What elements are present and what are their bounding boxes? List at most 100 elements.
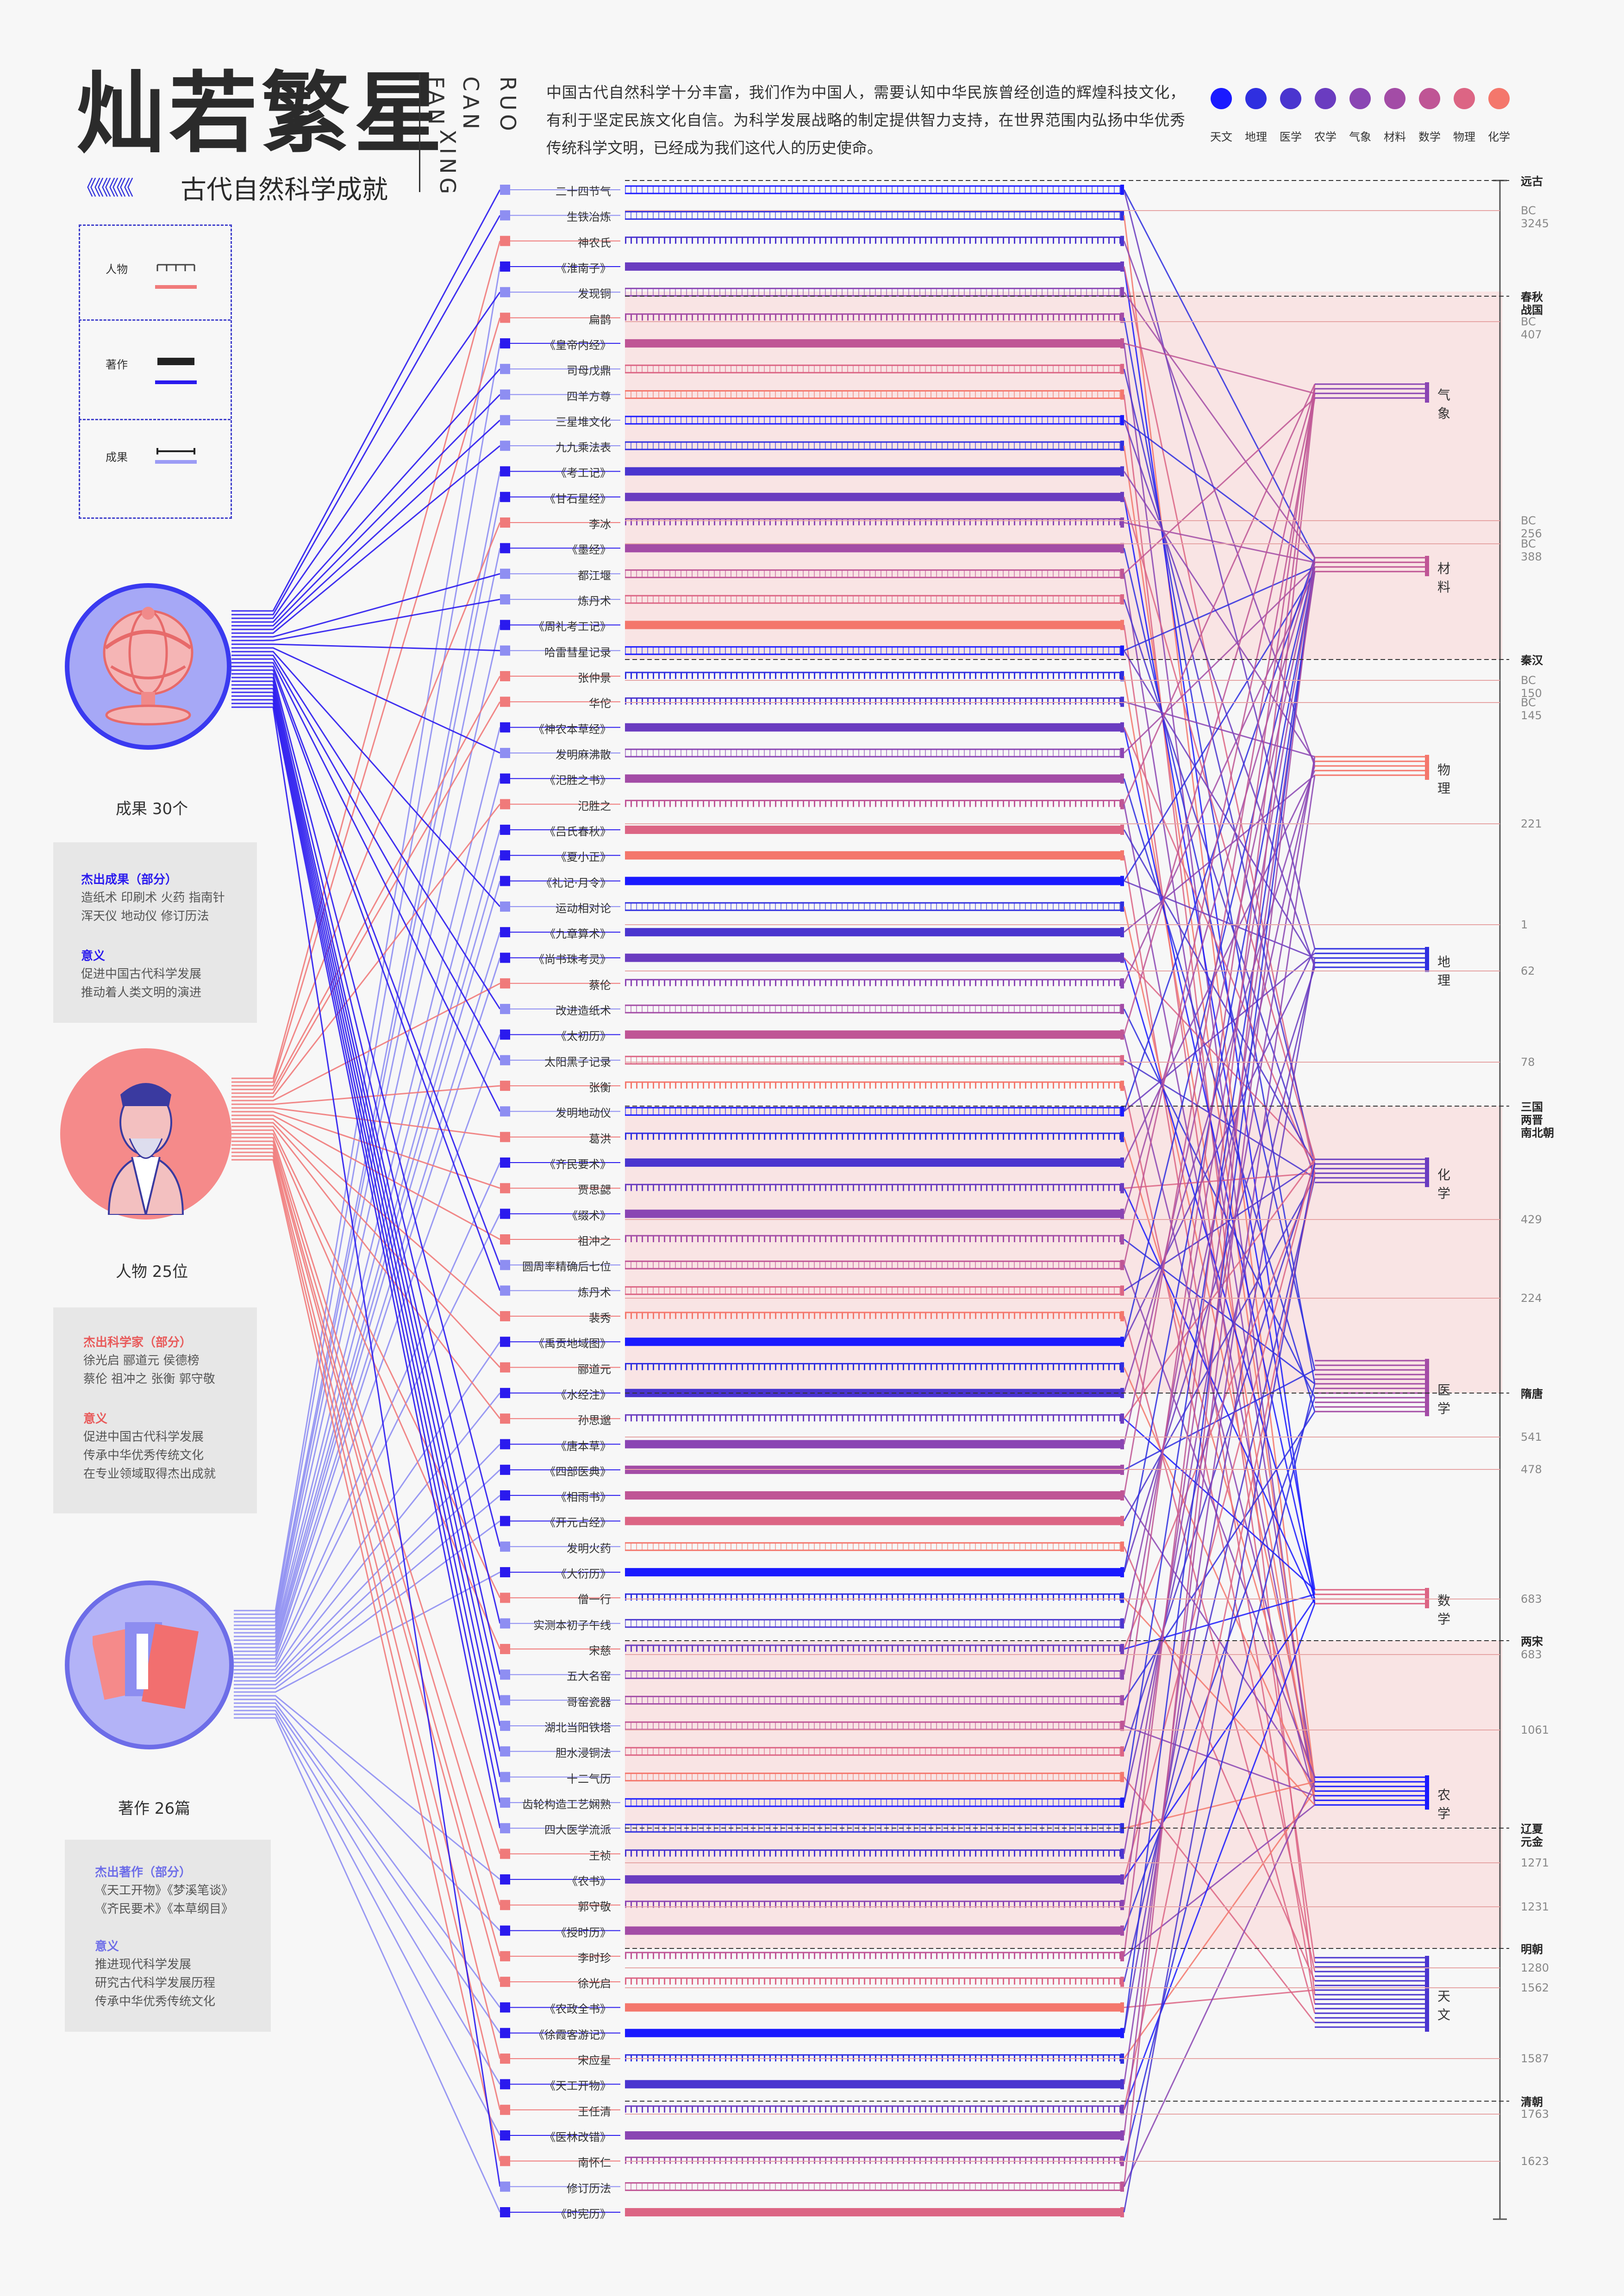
row-link-line	[234, 1699, 501, 1931]
row-label: 葛洪	[589, 1132, 611, 1145]
row-marker	[500, 901, 510, 912]
row-link-line	[231, 701, 501, 1094]
achievements-meaning-heading: 意义	[81, 949, 106, 963]
row-label: 炼丹术	[578, 1286, 611, 1299]
row-bar-end	[1120, 389, 1124, 400]
row-marker	[500, 1208, 510, 1219]
row-link-line	[231, 394, 501, 627]
row-marker	[500, 2156, 510, 2166]
row-label: 孙思邈	[578, 1414, 611, 1427]
field-link-line	[1124, 1238, 1315, 1385]
row-marker	[500, 1337, 510, 1347]
field-link-line	[1123, 829, 1316, 1164]
field-link-line	[1123, 566, 1316, 1573]
row-label: 《夏小正》	[556, 851, 611, 864]
row-bar-end	[1120, 312, 1124, 323]
decorative-arrows: 《《《《《《	[76, 176, 134, 200]
row-marker	[500, 441, 510, 451]
field-link-line	[1123, 1173, 1316, 2110]
row-label: 五大名窑	[567, 1670, 611, 1683]
row-bar-end	[1120, 799, 1124, 809]
row-marker	[500, 2130, 510, 2141]
row-label: 郦道元	[578, 1363, 611, 1376]
row-bar-work	[625, 723, 1120, 732]
row-label: 发明火药	[567, 1542, 611, 1555]
row-link-line	[234, 1341, 501, 1671]
row-marker	[500, 1081, 510, 1091]
row-bar-work	[625, 1158, 1120, 1167]
row-link-line	[231, 699, 501, 1803]
field-label: 数学	[1437, 1593, 1451, 1627]
field-link-line	[1124, 522, 1315, 563]
row-bar-end	[1120, 2002, 1124, 2013]
category-label: 物理	[1453, 131, 1475, 143]
field-label: 医学	[1437, 1382, 1451, 1416]
era-label: 远古	[1521, 175, 1543, 188]
field-link-line	[1123, 384, 1316, 805]
year-label: 1061	[1521, 1724, 1549, 1736]
category-dot	[1315, 88, 1336, 109]
row-bar-end	[1120, 1848, 1124, 1859]
row-label: 《唐本草》	[556, 1439, 611, 1453]
legend-swatch-works	[155, 358, 197, 384]
category-dot	[1384, 88, 1405, 109]
field-link-line	[1123, 1776, 1316, 2023]
row-bar-end	[1120, 901, 1124, 912]
row-label: 《氾胜之书》	[544, 774, 611, 787]
field-link-line	[1123, 1159, 1316, 1880]
row-label: 《皇帝内经》	[544, 338, 611, 352]
year-label: 78	[1521, 1056, 1535, 1069]
row-bar-end	[1120, 2207, 1124, 2217]
row-link-line	[234, 1717, 501, 2213]
field-label: 化学	[1437, 1167, 1451, 1201]
people-meaning-line: 促进中国古代科学发展	[83, 1430, 204, 1444]
legend-swatch-achievements	[155, 448, 197, 464]
category-dot	[1454, 88, 1475, 109]
row-label: 《周礼考工记》	[533, 620, 611, 634]
row-bar-end	[1120, 671, 1124, 682]
era-label: 春秋 战国	[1521, 291, 1543, 317]
row-bar-end	[1120, 1541, 1124, 1552]
row-link-line	[234, 1034, 501, 1660]
row-link-line	[234, 548, 501, 1626]
main-title: 灿若繁星	[76, 62, 447, 165]
row-label: 司母戊鼎	[567, 364, 611, 378]
achievements-count: 成果 30个	[116, 800, 188, 818]
legend-swatches	[155, 264, 197, 464]
row-marker	[500, 1311, 510, 1321]
row-marker	[500, 952, 510, 963]
row-label: 齿轮构造工艺娴熟	[522, 1798, 611, 1811]
row-marker	[500, 1823, 510, 1834]
row-bar-end	[1120, 2104, 1124, 2115]
field-link-line	[1123, 266, 1316, 1174]
row-label: 生铁冶炼	[567, 211, 611, 224]
row-label: 发明地动仪	[556, 1107, 611, 1120]
row-link-line	[234, 1695, 500, 1880]
field-link-line	[1123, 548, 1316, 1370]
row-link-line	[234, 829, 501, 1641]
field-link-line	[1124, 952, 1315, 1112]
year-label: 62	[1521, 964, 1535, 977]
row-bar-end	[1120, 1900, 1124, 1910]
row-link-line	[231, 1107, 500, 1138]
row-marker	[500, 1029, 510, 1040]
row-bar-work	[625, 339, 1120, 348]
field-bundle-end	[1425, 947, 1429, 972]
field-link-line	[1124, 1172, 1315, 1189]
row-bar-work	[625, 1517, 1120, 1525]
category-dot	[1488, 88, 1510, 109]
era-label: 两宋	[1521, 1635, 1543, 1648]
people-meaning-line: 传承中华优秀传统文化	[83, 1449, 204, 1462]
row-bar-end	[1120, 2130, 1124, 2141]
row-bar-work	[625, 1875, 1120, 1884]
row-label: 《齐民要术》	[544, 1158, 611, 1171]
row-link-line	[231, 684, 501, 1700]
row-marker	[500, 1644, 510, 1655]
field-link-line	[1123, 497, 1316, 1590]
people-info-box: 杰出科学家（部分） 徐光启 郦道元 侯德榜 蔡伦 祖冲之 张衡 郭守敬 意义 促…	[53, 1307, 257, 1513]
field-link-line	[1123, 1383, 1316, 2161]
field-link-line	[1123, 398, 1316, 1496]
field-link-line	[1124, 1804, 1315, 1957]
row-label: 《尚书珠考灵》	[533, 953, 611, 966]
field-link-line	[1123, 571, 1316, 1905]
